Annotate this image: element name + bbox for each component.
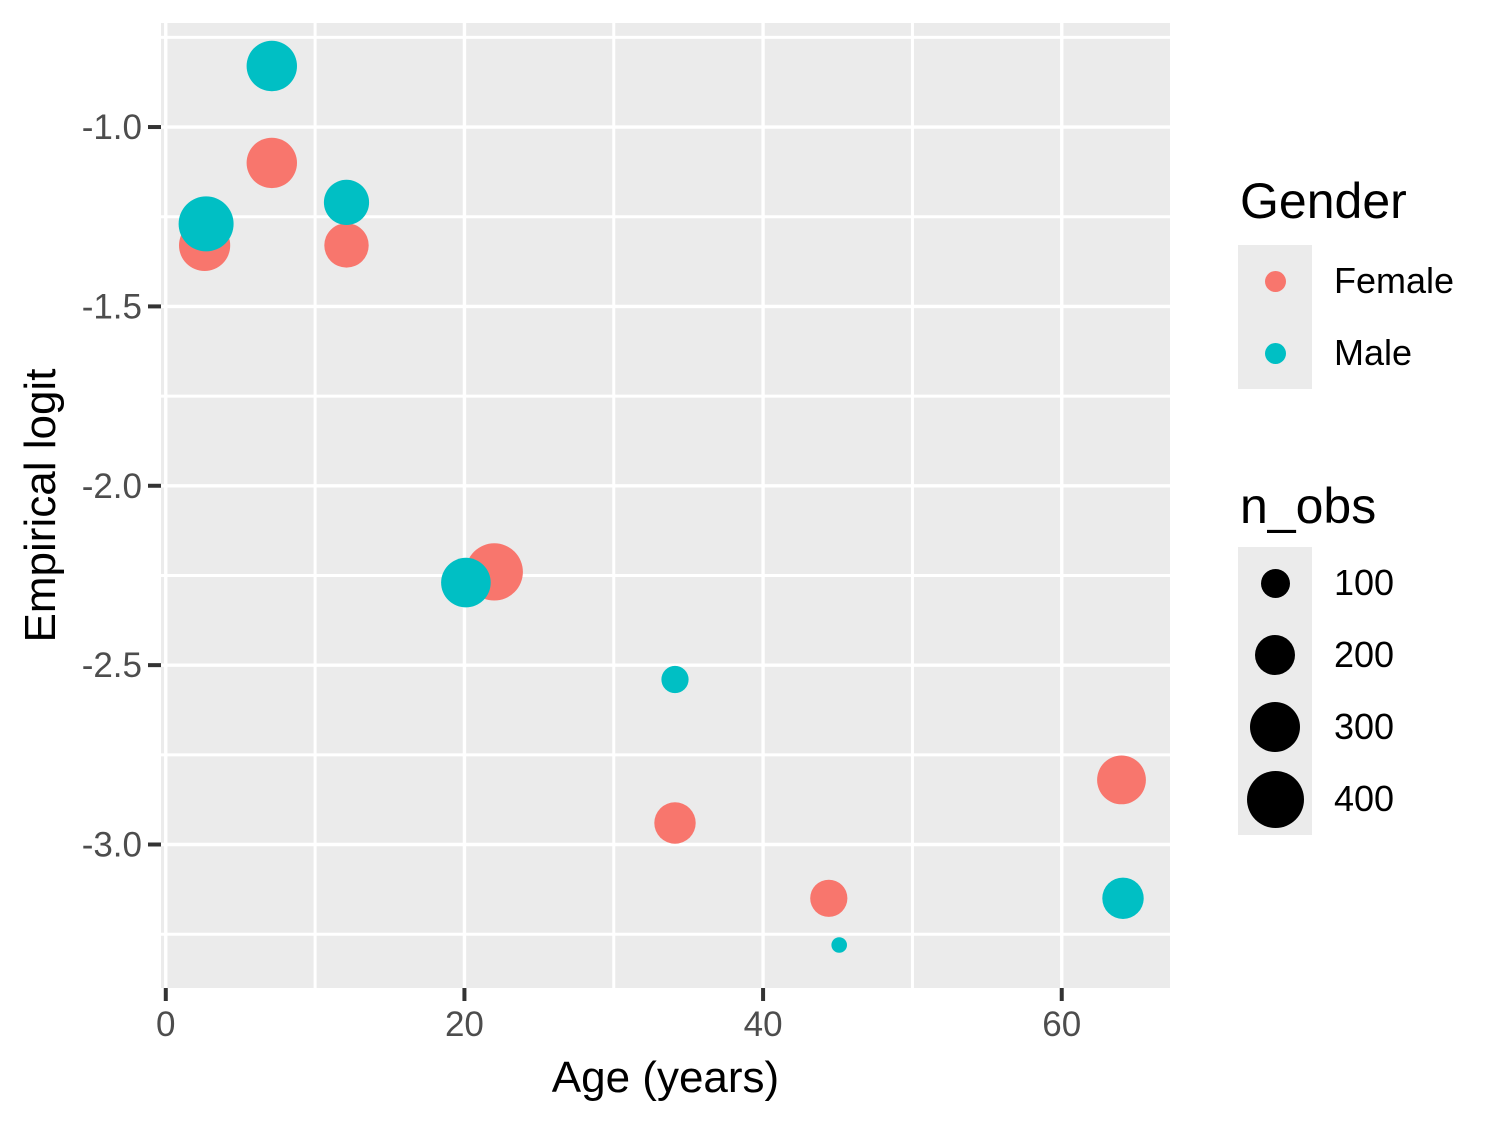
- size-100-dot-icon: [1260, 568, 1290, 598]
- size-200-dot-icon: [1255, 635, 1295, 675]
- data-point-female: [246, 137, 297, 189]
- x-axis-title: Age (years): [552, 1053, 779, 1102]
- x-tick-label: 0: [156, 1005, 175, 1044]
- data-point-female: [1097, 755, 1146, 805]
- size-legend-row: 200: [1238, 619, 1394, 691]
- y-axis-title: Empirical logit: [16, 369, 65, 643]
- size-300-dot-icon: [1250, 702, 1300, 752]
- y-tick-label: -2.5: [82, 646, 142, 685]
- data-point-female: [324, 223, 369, 268]
- size-legend-row: 300: [1238, 691, 1394, 763]
- legend-key-box: [1238, 547, 1312, 619]
- data-point-male: [178, 196, 234, 252]
- legend-key-box: [1238, 619, 1312, 691]
- x-tick-label: 20: [445, 1005, 484, 1044]
- data-point-male: [246, 40, 297, 92]
- size-legend-title: n_obs: [1240, 478, 1377, 534]
- x-tick-label: 40: [744, 1005, 783, 1044]
- data-point-male: [441, 557, 491, 608]
- female-dot-icon: [1264, 270, 1286, 292]
- size-legend-label-100: 100: [1334, 562, 1395, 603]
- male-dot-icon: [1264, 342, 1286, 364]
- gender-legend: Gender Female Male: [1238, 176, 1454, 389]
- gender-legend-title: Gender: [1240, 173, 1407, 229]
- legend-key-box: [1238, 763, 1312, 835]
- size-400-dot-icon: [1246, 770, 1304, 828]
- y-tick-label: -1.0: [82, 108, 142, 147]
- gender-legend-label-male: Male: [1334, 332, 1413, 373]
- legend-key-box: [1238, 691, 1312, 763]
- y-tick-label: -2.0: [82, 467, 142, 506]
- size-legend-row: 400: [1238, 763, 1394, 835]
- size-legend-label-400: 400: [1334, 778, 1395, 819]
- size-legend-label-300: 300: [1334, 706, 1395, 747]
- legend-key-box: [1238, 245, 1312, 317]
- x-tick-label: 60: [1042, 1005, 1081, 1044]
- data-point-female: [654, 802, 696, 844]
- size-legend: n_obs 100 200 300: [1238, 481, 1394, 835]
- data-point-female: [810, 879, 848, 917]
- gender-legend-label-female: Female: [1334, 260, 1455, 301]
- data-point-male: [831, 937, 847, 953]
- gender-legend-row-female: Female: [1238, 245, 1454, 317]
- data-point-male: [661, 665, 689, 694]
- y-tick-label: -3.0: [82, 826, 142, 865]
- size-legend-row: 100: [1238, 547, 1394, 619]
- data-point-male: [323, 179, 370, 225]
- gender-legend-row-male: Male: [1238, 317, 1454, 389]
- y-tick-label: -1.5: [82, 287, 142, 326]
- gender-legend-keys: Female Male: [1238, 245, 1454, 389]
- data-point-male: [1102, 877, 1144, 919]
- legend-key-box: [1238, 317, 1312, 389]
- size-legend-label-200: 200: [1334, 634, 1395, 675]
- size-legend-keys: 100 200 300 400: [1238, 547, 1394, 835]
